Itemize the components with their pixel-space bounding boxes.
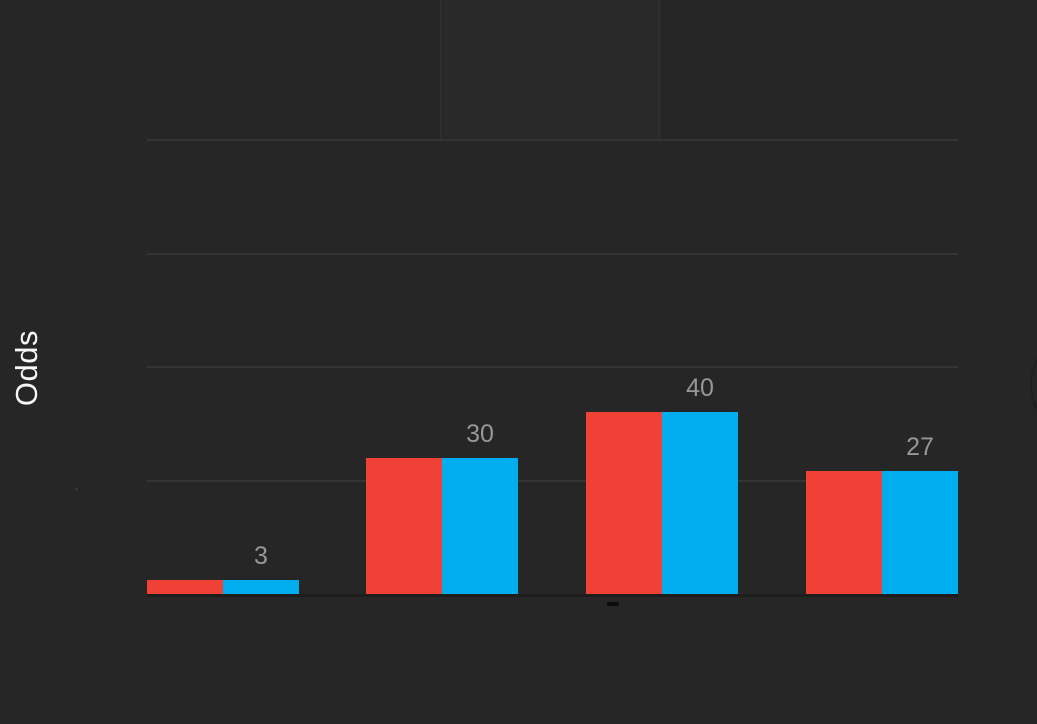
hover-column-highlight: [440, 0, 660, 140]
bar-red-group1[interactable]: [147, 580, 223, 594]
value-label-group4: 27: [906, 433, 934, 461]
bar-blue-group2[interactable]: [442, 458, 518, 594]
value-label-group1: 3: [254, 542, 268, 570]
gridline-75: [147, 253, 958, 255]
bar-red-group4[interactable]: [806, 471, 882, 594]
gridline-50: [147, 366, 958, 368]
value-label-group3: 40: [686, 374, 714, 402]
bar-blue-group1[interactable]: [223, 580, 299, 594]
bar-blue-group3[interactable]: [662, 412, 738, 594]
bar-blue-group4[interactable]: [882, 471, 958, 594]
bar-red-group2[interactable]: [366, 458, 442, 594]
gridline-100: [147, 139, 958, 141]
x-axis-line: [147, 594, 958, 597]
x-axis-tick-dash: [607, 602, 619, 606]
y-axis-tick-remnant: [75, 488, 78, 491]
value-label-group2: 30: [466, 420, 494, 448]
y-axis-title: Odds: [9, 329, 44, 407]
edge-arc-decoration: [1030, 330, 1037, 440]
gridline-25: [147, 480, 958, 482]
bar-red-group3[interactable]: [586, 412, 662, 594]
